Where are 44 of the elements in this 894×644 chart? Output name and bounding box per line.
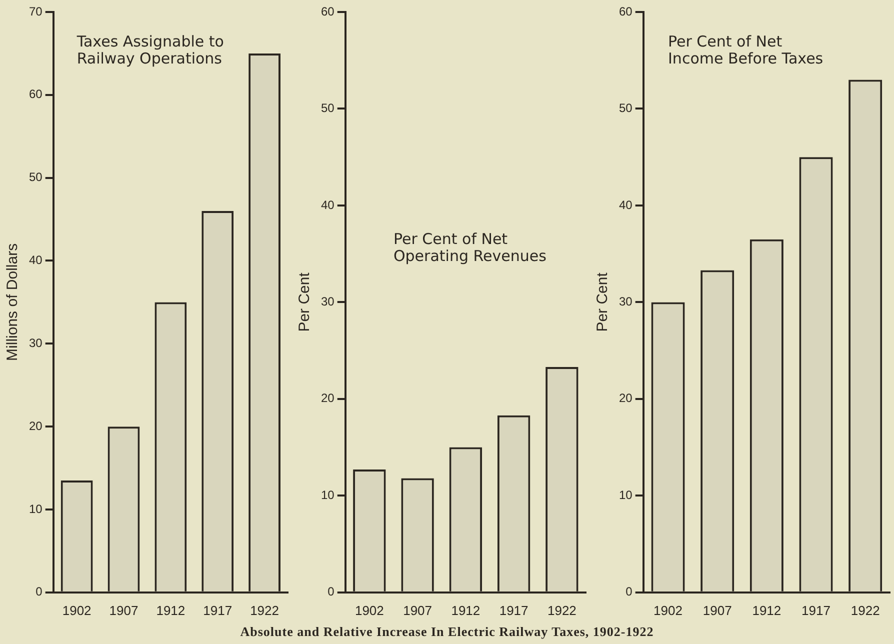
y-tick-label: 60 [28, 87, 43, 102]
y-axis-title: Millions of Dollars [4, 243, 22, 361]
x-tick-label: 1922 [547, 602, 576, 618]
y-axis-title: Per Cent [594, 272, 612, 332]
y-tick-label: 30 [28, 336, 43, 350]
y-tick-label: 70 [28, 4, 43, 18]
y-tick-label: 0 [626, 584, 633, 599]
x-tick-label: 1912 [451, 602, 480, 618]
x-tick-label: 1917 [203, 602, 232, 618]
y-tick-label: 40 [618, 198, 633, 212]
y-tick-label: 40 [320, 198, 335, 212]
text: Per Cent of Net Operating Revenues [393, 230, 547, 265]
y-tick-label: 20 [618, 391, 633, 406]
y-axis-title: Per Cent [296, 272, 314, 332]
text: Per Cent of Net Income Before Taxes [668, 32, 824, 68]
text: Taxes Assignable to Railway Operations [76, 32, 224, 68]
x-tick-label: 1922 [250, 602, 279, 618]
y-tick-label: 20 [28, 418, 43, 433]
x-tick-label: 1917 [802, 602, 830, 618]
y-tick-label: 60 [618, 4, 633, 18]
x-tick-label: 1912 [156, 602, 186, 618]
x-tick-label: 1902 [354, 602, 384, 618]
x-tick-label: 1907 [109, 602, 138, 618]
x-tick-label: 1907 [403, 602, 432, 618]
x-tick-label: 1917 [499, 602, 528, 618]
text: Absolute and Relative Increase In Electric Railway Taxes, 1902-1922 [239, 624, 655, 640]
y-tick-label: 10 [618, 488, 633, 502]
y-tick-label: 60 [320, 4, 335, 18]
x-tick-label: 1902 [654, 602, 682, 618]
x-tick-label: 1912 [752, 602, 782, 618]
y-tick-label: 0 [36, 584, 43, 599]
y-tick-label: 40 [28, 253, 43, 268]
y-tick-label: 30 [320, 294, 335, 309]
y-tick-label: 10 [320, 488, 335, 502]
y-tick-label: 50 [320, 101, 335, 116]
x-tick-label: 1902 [62, 602, 92, 618]
y-tick-label: 50 [28, 170, 43, 184]
y-tick-label: 30 [618, 294, 633, 309]
y-tick-label: 50 [618, 101, 633, 116]
y-tick-label: 0 [328, 584, 335, 599]
x-tick-label: 1922 [850, 602, 880, 618]
x-tick-label: 1907 [702, 602, 732, 618]
y-tick-label: 20 [320, 391, 335, 406]
y-tick-label: 10 [28, 502, 43, 516]
